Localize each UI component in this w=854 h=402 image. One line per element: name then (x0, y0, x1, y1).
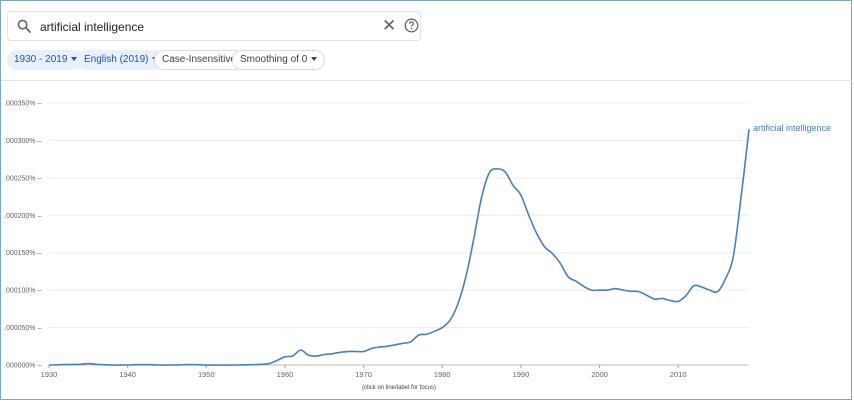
series-label[interactable]: artificial intelligence (753, 123, 831, 133)
x-tick-label: 1940 (119, 370, 136, 379)
y-tick-label: .000050% – (4, 325, 41, 332)
case-insensitive-toggle[interactable]: Case-Insensitive (154, 50, 244, 70)
case-label: Case-Insensitive (162, 54, 236, 65)
ngram-chart: .000000% – .000050% – .000100% – .000150% –… (4, 101, 831, 392)
smoothing-dropdown[interactable]: Smoothing of 0 (232, 50, 326, 70)
year-range-label: 1930 - 2019 (14, 54, 68, 65)
gridlines (49, 102, 749, 366)
caret-down-icon (311, 57, 318, 62)
y-tick-label: .000100% – (4, 288, 41, 295)
caret-down-icon (71, 57, 78, 62)
search-box[interactable]: artificial intelligence ✕ (7, 11, 421, 41)
search-input[interactable]: artificial intelligence (40, 20, 145, 34)
x-tick-label: 2000 (591, 370, 608, 379)
help-icon[interactable] (404, 18, 419, 33)
x-tick-label: 1980 (434, 370, 451, 379)
x-tick-label: 1960 (277, 370, 294, 379)
click-hint: (click on line/label for focus) (362, 385, 436, 391)
y-tick-label: .000150% – (4, 250, 41, 257)
corpus-dropdown[interactable]: English (2019) (77, 50, 166, 70)
divider (1, 80, 853, 81)
smoothing-label: Smoothing of 0 (240, 54, 308, 65)
y-tick-label: .000350% – (4, 101, 41, 108)
y-axis-ticks: .000000% – .000050% – .000100% – .000150% –… (4, 101, 41, 370)
x-tick-label: 1970 (355, 370, 372, 379)
x-axis-ticks: 1930 1940 1950 1960 1970 1980 1990 2000 2010 (41, 365, 687, 379)
y-tick-label: .000000% – (4, 363, 41, 370)
y-tick-label: .000300% – (4, 138, 41, 145)
year-range-dropdown[interactable]: 1930 - 2019 (7, 50, 85, 70)
corpus-label: English (2019) (84, 54, 149, 65)
x-tick-label: 2010 (670, 370, 687, 379)
x-tick-label: 1990 (513, 370, 530, 379)
x-tick-label: 1930 (41, 370, 58, 379)
series-line-artificial-intelligence[interactable] (48, 129, 750, 366)
x-tick-label: 1950 (198, 370, 215, 379)
close-icon[interactable]: ✕ (382, 16, 397, 35)
y-tick-label: .000250% – (4, 175, 41, 182)
search-icon (17, 19, 31, 33)
y-tick-label: .000200% – (4, 213, 41, 220)
